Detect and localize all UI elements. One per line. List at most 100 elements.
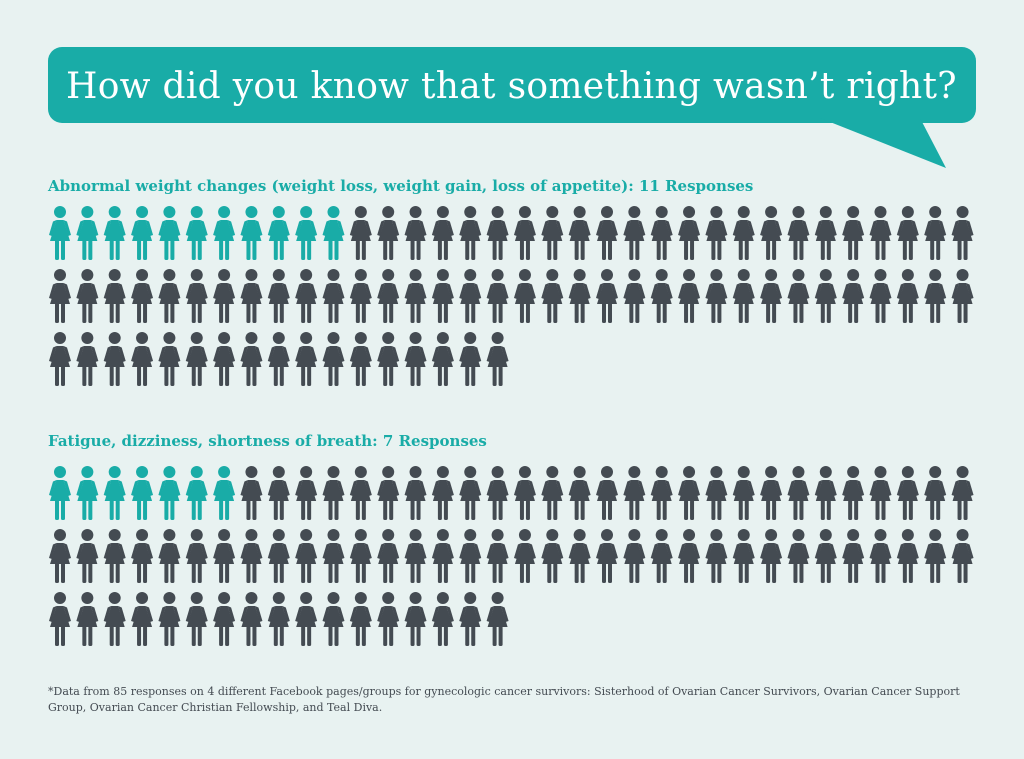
woman-figure-icon bbox=[76, 529, 99, 583]
woman-figure-icon bbox=[404, 206, 427, 260]
woman-figure-icon bbox=[295, 529, 318, 583]
woman-figure-icon-highlighted bbox=[158, 206, 181, 260]
woman-figure-icon bbox=[131, 592, 154, 646]
woman-figure-icon-highlighted bbox=[295, 206, 318, 260]
woman-figure-icon bbox=[814, 529, 837, 583]
woman-figure-icon bbox=[267, 466, 290, 520]
woman-figure-icon bbox=[459, 269, 482, 323]
woman-figure-icon bbox=[459, 206, 482, 260]
woman-figure-icon bbox=[596, 269, 618, 323]
woman-figure-icon bbox=[513, 466, 536, 520]
woman-figure-icon bbox=[377, 592, 400, 646]
woman-figure-icon bbox=[951, 466, 974, 520]
woman-figure-icon bbox=[650, 269, 673, 323]
woman-figure-icon bbox=[732, 466, 755, 520]
section-label-weight-changes: Abnormal weight changes (weight loss, we… bbox=[48, 177, 754, 195]
woman-figure-icon-highlighted bbox=[240, 206, 263, 260]
woman-figure-icon bbox=[541, 466, 564, 520]
woman-figure-icon bbox=[760, 269, 783, 323]
woman-figure-icon bbox=[213, 332, 236, 386]
footnote: *Data from 85 responses on 4 different F… bbox=[48, 685, 960, 714]
woman-figure-icon bbox=[404, 529, 427, 583]
woman-figure-icon bbox=[158, 332, 181, 386]
woman-figure-icon bbox=[377, 269, 400, 323]
woman-figure-icon bbox=[240, 466, 263, 520]
woman-figure-icon bbox=[322, 466, 345, 520]
woman-figure-icon bbox=[158, 269, 181, 323]
woman-figure-icon bbox=[377, 332, 400, 386]
woman-figure-icon bbox=[158, 592, 181, 646]
woman-figure-icon bbox=[377, 529, 400, 583]
woman-figure-icon bbox=[185, 332, 208, 386]
woman-figure-icon bbox=[814, 269, 837, 323]
woman-figure-icon bbox=[623, 206, 646, 260]
woman-figure-icon bbox=[541, 269, 564, 323]
woman-figure-icon-highlighted bbox=[185, 466, 208, 520]
woman-figure-icon-highlighted bbox=[76, 206, 99, 260]
woman-figure-icon bbox=[596, 529, 618, 583]
woman-figure-icon bbox=[896, 466, 919, 520]
woman-figure-icon-highlighted bbox=[103, 466, 126, 520]
woman-figure-icon bbox=[131, 332, 154, 386]
woman-figure-icon bbox=[322, 269, 345, 323]
woman-figure-icon bbox=[705, 206, 728, 260]
woman-figure-icon-highlighted bbox=[322, 206, 345, 260]
woman-figure-icon bbox=[349, 529, 372, 583]
woman-figure-icon bbox=[513, 206, 536, 260]
woman-figure-icon bbox=[732, 529, 755, 583]
woman-figure-icon bbox=[732, 206, 755, 260]
woman-figure-icon bbox=[896, 529, 919, 583]
woman-figure-icon-highlighted bbox=[131, 466, 154, 520]
woman-figure-icon bbox=[842, 269, 865, 323]
woman-figure-icon bbox=[787, 269, 810, 323]
woman-figure-icon bbox=[267, 332, 290, 386]
woman-figure-icon bbox=[267, 592, 290, 646]
woman-figure-icon bbox=[568, 466, 591, 520]
speech-bubble-tail bbox=[820, 118, 946, 168]
woman-figure-icon bbox=[295, 269, 318, 323]
woman-figure-icon bbox=[240, 332, 263, 386]
woman-figure-icon bbox=[377, 466, 400, 520]
woman-figure-icon bbox=[240, 269, 263, 323]
woman-figure-icon bbox=[486, 466, 509, 520]
woman-figure-icon bbox=[404, 332, 427, 386]
woman-figure-icon bbox=[869, 529, 892, 583]
woman-figure-icon bbox=[513, 269, 536, 323]
woman-figure-icon bbox=[623, 466, 646, 520]
woman-figure-icon bbox=[732, 269, 755, 323]
woman-figure-icon bbox=[678, 466, 701, 520]
woman-figure-icon bbox=[103, 332, 126, 386]
woman-figure-icon bbox=[76, 269, 99, 323]
woman-figure-icon bbox=[924, 269, 947, 323]
woman-figure-icon bbox=[951, 206, 974, 260]
woman-figure-icon bbox=[924, 206, 947, 260]
woman-figure-icon bbox=[322, 529, 345, 583]
woman-figure-icon bbox=[431, 592, 454, 646]
pictogram-weight-changes bbox=[49, 206, 974, 386]
woman-figure-icon bbox=[49, 592, 71, 646]
woman-figure-icon bbox=[869, 466, 892, 520]
woman-figure-icon bbox=[513, 529, 536, 583]
woman-figure-icon-highlighted bbox=[49, 206, 71, 260]
woman-figure-icon bbox=[924, 529, 947, 583]
woman-figure-icon bbox=[322, 332, 345, 386]
woman-figure-icon bbox=[459, 332, 482, 386]
woman-figure-icon bbox=[267, 529, 290, 583]
woman-figure-icon bbox=[431, 529, 454, 583]
page-title: How did you know that something wasn’t r… bbox=[66, 66, 957, 107]
woman-figure-icon bbox=[760, 529, 783, 583]
woman-figure-icon bbox=[76, 332, 99, 386]
woman-figure-icon bbox=[377, 206, 400, 260]
woman-figure-icon-highlighted bbox=[267, 206, 290, 260]
woman-figure-icon bbox=[486, 206, 509, 260]
woman-figure-icon bbox=[623, 269, 646, 323]
woman-figure-icon bbox=[541, 529, 564, 583]
woman-figure-icon bbox=[185, 269, 208, 323]
woman-figure-icon bbox=[705, 466, 728, 520]
woman-figure-icon bbox=[431, 269, 454, 323]
woman-figure-icon bbox=[924, 466, 947, 520]
woman-figure-icon bbox=[951, 269, 974, 323]
woman-figure-icon bbox=[650, 206, 673, 260]
woman-figure-icon bbox=[760, 206, 783, 260]
woman-figure-icon bbox=[185, 529, 208, 583]
